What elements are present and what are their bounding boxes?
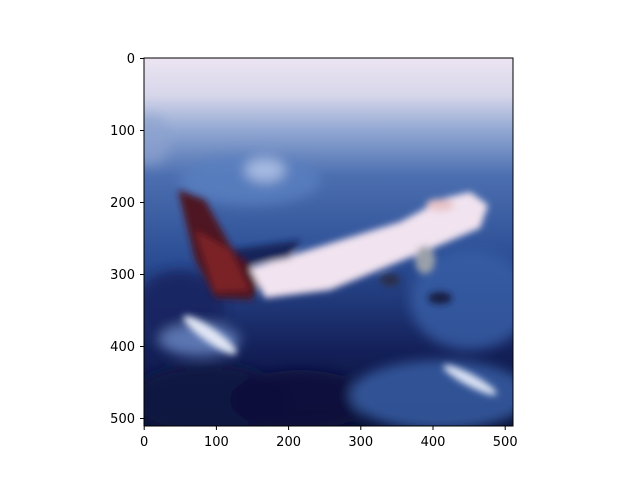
y-tick-300: 300 [110,268,144,283]
x-tick-300: 300 [348,426,373,450]
y-tick-0: 0 [127,52,144,67]
x-tick-label: 400 [421,435,446,450]
y-tick-label: 200 [110,196,135,211]
x-tick-label: 100 [204,435,229,450]
y-axis: 0 100 200 300 400 500 [110,52,144,427]
x-tick-0: 0 [140,426,148,450]
y-tick-500: 500 [110,412,144,427]
x-axis: 0 100 200 300 400 500 [140,426,518,450]
airplane-photo [144,58,513,426]
y-tick-label: 300 [110,268,135,283]
x-tick-200: 200 [276,426,301,450]
x-tick-500: 500 [493,426,518,450]
y-tick-label: 500 [110,412,135,427]
y-tick-label: 400 [110,340,135,355]
x-tick-label: 300 [348,435,373,450]
y-tick-label: 100 [110,124,135,139]
y-tick-label: 0 [127,52,135,67]
x-tick-400: 400 [421,426,446,450]
plot-frame [143,57,514,427]
y-tick-200: 200 [110,196,144,211]
x-tick-label: 0 [140,435,148,450]
y-tick-100: 100 [110,124,144,139]
x-tick-100: 100 [204,426,229,450]
x-tick-label: 200 [276,435,301,450]
x-tick-label: 500 [493,435,518,450]
y-tick-400: 400 [110,340,144,355]
